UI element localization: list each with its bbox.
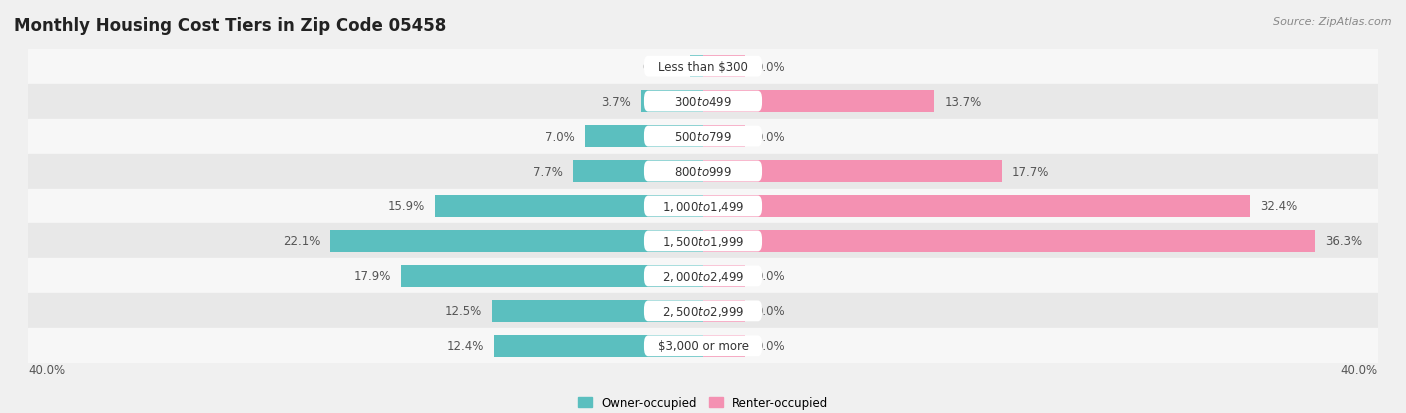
Bar	[703, 91, 934, 113]
Text: 17.9%: 17.9%	[353, 270, 391, 283]
Text: $1,500 to $1,999: $1,500 to $1,999	[662, 235, 744, 248]
Text: 15.9%: 15.9%	[388, 200, 425, 213]
Bar	[703, 335, 745, 357]
Bar	[28, 189, 1378, 224]
Text: 40.0%: 40.0%	[28, 363, 65, 376]
Bar	[703, 230, 1316, 252]
Text: $500 to $799: $500 to $799	[673, 130, 733, 143]
Text: 7.7%: 7.7%	[533, 165, 562, 178]
Bar	[690, 56, 703, 78]
Bar	[494, 335, 703, 357]
FancyBboxPatch shape	[644, 336, 762, 356]
Text: 0.0%: 0.0%	[755, 339, 785, 352]
Bar	[703, 161, 1001, 183]
Text: 32.4%: 32.4%	[1260, 200, 1296, 213]
Bar	[28, 294, 1378, 329]
Text: 7.0%: 7.0%	[546, 130, 575, 143]
Bar	[641, 91, 703, 113]
FancyBboxPatch shape	[644, 196, 762, 217]
FancyBboxPatch shape	[644, 92, 762, 112]
Text: $800 to $999: $800 to $999	[673, 165, 733, 178]
Text: 17.7%: 17.7%	[1012, 165, 1049, 178]
Text: 0.0%: 0.0%	[755, 130, 785, 143]
Bar	[28, 50, 1378, 84]
Bar	[28, 329, 1378, 363]
Bar	[492, 300, 703, 322]
Text: 22.1%: 22.1%	[283, 235, 321, 248]
Legend: Owner-occupied, Renter-occupied: Owner-occupied, Renter-occupied	[572, 392, 834, 413]
Bar	[574, 161, 703, 183]
Text: 36.3%: 36.3%	[1326, 235, 1362, 248]
Text: $1,000 to $1,499: $1,000 to $1,499	[662, 199, 744, 214]
Bar	[703, 196, 1250, 217]
Bar	[28, 224, 1378, 259]
Text: $300 to $499: $300 to $499	[673, 95, 733, 108]
Bar	[585, 126, 703, 147]
FancyBboxPatch shape	[644, 266, 762, 287]
Text: Source: ZipAtlas.com: Source: ZipAtlas.com	[1274, 17, 1392, 26]
Text: 12.5%: 12.5%	[444, 305, 482, 318]
Text: 12.4%: 12.4%	[446, 339, 484, 352]
Text: Monthly Housing Cost Tiers in Zip Code 05458: Monthly Housing Cost Tiers in Zip Code 0…	[14, 17, 446, 34]
Bar	[703, 56, 745, 78]
Bar	[401, 266, 703, 287]
Bar	[703, 126, 745, 147]
Text: $3,000 or more: $3,000 or more	[658, 339, 748, 352]
Text: $2,500 to $2,999: $2,500 to $2,999	[662, 304, 744, 318]
Bar	[703, 300, 745, 322]
Text: 0.0%: 0.0%	[755, 270, 785, 283]
FancyBboxPatch shape	[644, 57, 762, 77]
Bar	[703, 266, 745, 287]
Bar	[28, 84, 1378, 119]
Text: 0.0%: 0.0%	[755, 61, 785, 74]
FancyBboxPatch shape	[644, 301, 762, 321]
Text: Less than $300: Less than $300	[658, 61, 748, 74]
Text: 3.7%: 3.7%	[600, 95, 630, 108]
Bar	[28, 119, 1378, 154]
FancyBboxPatch shape	[644, 231, 762, 252]
FancyBboxPatch shape	[644, 161, 762, 182]
Bar	[28, 259, 1378, 294]
Text: 40.0%: 40.0%	[1341, 363, 1378, 376]
Bar	[330, 230, 703, 252]
Text: 0.0%: 0.0%	[755, 305, 785, 318]
Text: 13.7%: 13.7%	[945, 95, 981, 108]
Bar	[434, 196, 703, 217]
Bar	[28, 154, 1378, 189]
Text: 0.77%: 0.77%	[643, 61, 681, 74]
FancyBboxPatch shape	[644, 126, 762, 147]
Text: $2,000 to $2,499: $2,000 to $2,499	[662, 269, 744, 283]
